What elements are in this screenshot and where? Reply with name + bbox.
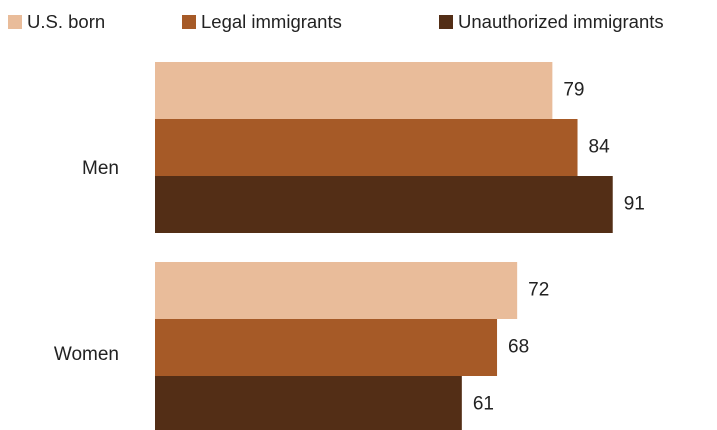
category-label-women: Women <box>54 344 119 365</box>
value-labels-layer: 79 84 91 72 68 61 <box>473 80 645 415</box>
bar-men-unauthorized-immigrants <box>155 176 613 233</box>
legend-label-legal-immigrants: Legal immigrants <box>201 11 342 32</box>
value-label-men-legal-immigrants: 84 <box>589 137 611 158</box>
value-label-women-legal-immigrants: 68 <box>508 337 529 358</box>
legend-item-us-born: U.S. born <box>8 10 105 34</box>
legend-swatch-unauthorized-immigrants <box>439 15 453 29</box>
value-label-women-u-s-born: 72 <box>528 280 549 301</box>
bar-women-unauthorized-immigrants <box>155 376 462 430</box>
bar-women-u-s-born <box>155 262 518 319</box>
value-label-men-u-s-born: 79 <box>563 80 584 101</box>
legend-label-unauthorized-immigrants: Unauthorized immigrants <box>458 11 664 32</box>
legend-swatch-us-born <box>8 15 22 29</box>
bar-women-legal-immigrants <box>155 319 498 376</box>
bars-layer <box>155 62 613 430</box>
bar-men-legal-immigrants <box>155 119 578 176</box>
bar-men-u-s-born <box>155 62 553 119</box>
legend-item-unauthorized-immigrants: Unauthorized immigrants <box>439 10 664 34</box>
category-label-men: Men <box>82 158 119 179</box>
value-label-women-unauthorized-immigrants: 61 <box>473 394 494 415</box>
legend-label-us-born: U.S. born <box>27 11 106 32</box>
legend-item-legal-immigrants: Legal immigrants <box>182 10 342 34</box>
value-label-men-unauthorized-immigrants: 91 <box>624 194 645 215</box>
legend-swatch-legal-immigrants <box>182 15 196 29</box>
chart-legend: U.S. born Legal immigrants Unauthorized … <box>8 10 713 34</box>
